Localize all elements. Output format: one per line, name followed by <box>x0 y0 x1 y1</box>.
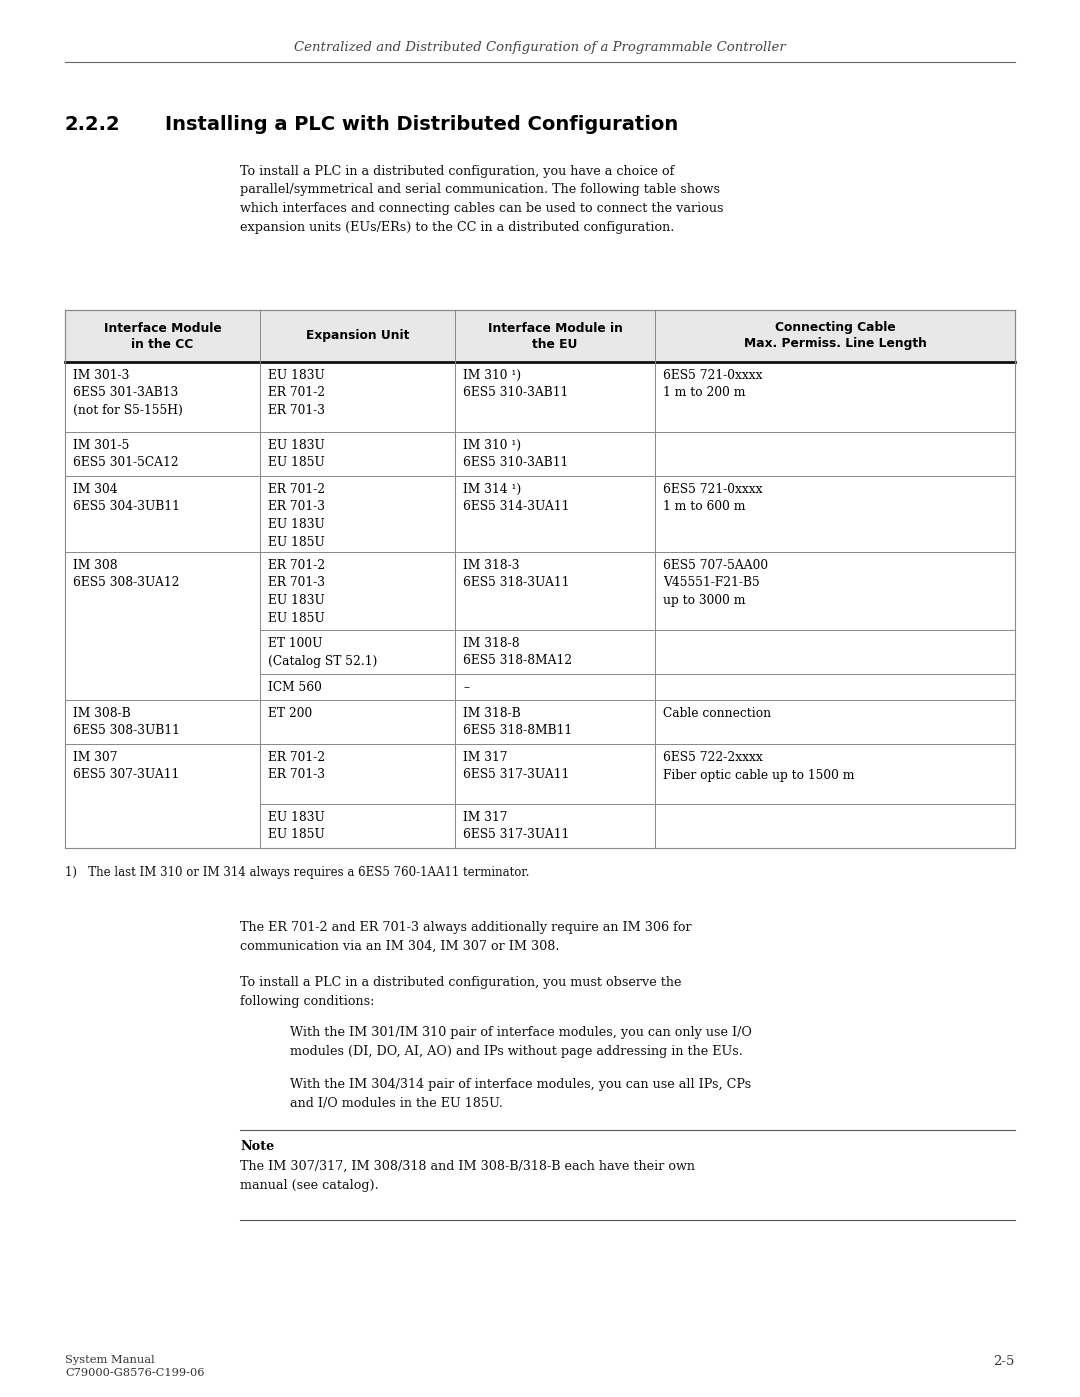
Text: EU 183U
EU 185U: EU 183U EU 185U <box>268 812 325 841</box>
Text: Connecting Cable
Max. Permiss. Line Length: Connecting Cable Max. Permiss. Line Leng… <box>743 321 927 351</box>
Text: ER 701-2
ER 701-3
EU 183U
EU 185U: ER 701-2 ER 701-3 EU 183U EU 185U <box>268 483 325 549</box>
Text: Installing a PLC with Distributed Configuration: Installing a PLC with Distributed Config… <box>165 115 678 134</box>
Text: Interface Module
in the CC: Interface Module in the CC <box>104 321 221 351</box>
Text: IM 314 ¹)
6ES5 314-3UA11: IM 314 ¹) 6ES5 314-3UA11 <box>463 483 569 514</box>
Text: IM 301-5
6ES5 301-5CA12: IM 301-5 6ES5 301-5CA12 <box>73 439 178 469</box>
Text: Interface Module in
the EU: Interface Module in the EU <box>487 321 622 351</box>
Text: IM 308
6ES5 308-3UA12: IM 308 6ES5 308-3UA12 <box>73 559 179 590</box>
Text: IM 318-3
6ES5 318-3UA11: IM 318-3 6ES5 318-3UA11 <box>463 559 569 590</box>
Text: IM 310 ¹)
6ES5 310-3AB11: IM 310 ¹) 6ES5 310-3AB11 <box>463 369 568 400</box>
Text: IM 304
6ES5 304-3UB11: IM 304 6ES5 304-3UB11 <box>73 483 180 514</box>
Text: 1)   The last IM 310 or IM 314 always requires a 6ES5 760-1AA11 terminator.: 1) The last IM 310 or IM 314 always requ… <box>65 866 529 879</box>
Text: 6ES5 721-0xxxx
1 m to 200 m: 6ES5 721-0xxxx 1 m to 200 m <box>663 369 762 400</box>
Text: IM 310 ¹)
6ES5 310-3AB11: IM 310 ¹) 6ES5 310-3AB11 <box>463 439 568 469</box>
Text: –: – <box>463 680 469 694</box>
Text: System Manual
C79000-G8576-C199-06: System Manual C79000-G8576-C199-06 <box>65 1355 204 1379</box>
Text: Expansion Unit: Expansion Unit <box>306 330 409 342</box>
Text: ET 200: ET 200 <box>268 707 312 719</box>
Text: Note: Note <box>240 1140 274 1153</box>
Text: To install a PLC in a distributed configuration, you must observe the
following : To install a PLC in a distributed config… <box>240 977 681 1007</box>
Text: Cable connection: Cable connection <box>663 707 771 719</box>
Text: IM 307
6ES5 307-3UA11: IM 307 6ES5 307-3UA11 <box>73 752 179 781</box>
Text: ICM 560: ICM 560 <box>268 680 322 694</box>
Text: IM 317
6ES5 317-3UA11: IM 317 6ES5 317-3UA11 <box>463 752 569 781</box>
Text: 2.2.2: 2.2.2 <box>65 115 121 134</box>
Text: 2-5: 2-5 <box>994 1355 1015 1368</box>
Text: IM 318-B
6ES5 318-8MB11: IM 318-B 6ES5 318-8MB11 <box>463 707 572 738</box>
Text: Centralized and Distributed Configuration of a Programmable Controller: Centralized and Distributed Configuratio… <box>294 42 786 54</box>
Text: 6ES5 707-5AA00
V45551-F21-B5
up to 3000 m: 6ES5 707-5AA00 V45551-F21-B5 up to 3000 … <box>663 559 768 608</box>
Text: IM 318-8
6ES5 318-8MA12: IM 318-8 6ES5 318-8MA12 <box>463 637 572 668</box>
Bar <box>65 310 1015 362</box>
Text: IM 308-B
6ES5 308-3UB11: IM 308-B 6ES5 308-3UB11 <box>73 707 180 738</box>
Text: The ER 701-2 and ER 701-3 always additionally require an IM 306 for
communicatio: The ER 701-2 and ER 701-3 always additio… <box>240 921 691 953</box>
Text: EU 183U
EU 185U: EU 183U EU 185U <box>268 439 325 469</box>
Text: ER 701-2
ER 701-3: ER 701-2 ER 701-3 <box>268 752 325 781</box>
Text: IM 301-3
6ES5 301-3AB13
(not for S5-155H): IM 301-3 6ES5 301-3AB13 (not for S5-155H… <box>73 369 183 416</box>
Text: ET 100U
(Catalog ST 52.1): ET 100U (Catalog ST 52.1) <box>268 637 377 668</box>
Text: ER 701-2
ER 701-3
EU 183U
EU 185U: ER 701-2 ER 701-3 EU 183U EU 185U <box>268 559 325 624</box>
Text: With the IM 304/314 pair of interface modules, you can use all IPs, CPs
and I/O : With the IM 304/314 pair of interface mo… <box>291 1078 751 1109</box>
Text: To install a PLC in a distributed configuration, you have a choice of
parallel/s: To install a PLC in a distributed config… <box>240 165 724 233</box>
Text: 6ES5 721-0xxxx
1 m to 600 m: 6ES5 721-0xxxx 1 m to 600 m <box>663 483 762 514</box>
Text: With the IM 301/IM 310 pair of interface modules, you can only use I/O
modules (: With the IM 301/IM 310 pair of interface… <box>291 1025 752 1058</box>
Text: EU 183U
ER 701-2
ER 701-3: EU 183U ER 701-2 ER 701-3 <box>268 369 325 416</box>
Text: IM 317
6ES5 317-3UA11: IM 317 6ES5 317-3UA11 <box>463 812 569 841</box>
Text: The IM 307/317, IM 308/318 and IM 308-B/318-B each have their own
manual (see ca: The IM 307/317, IM 308/318 and IM 308-B/… <box>240 1160 696 1192</box>
Text: 6ES5 722-2xxxx
Fiber optic cable up to 1500 m: 6ES5 722-2xxxx Fiber optic cable up to 1… <box>663 752 854 781</box>
